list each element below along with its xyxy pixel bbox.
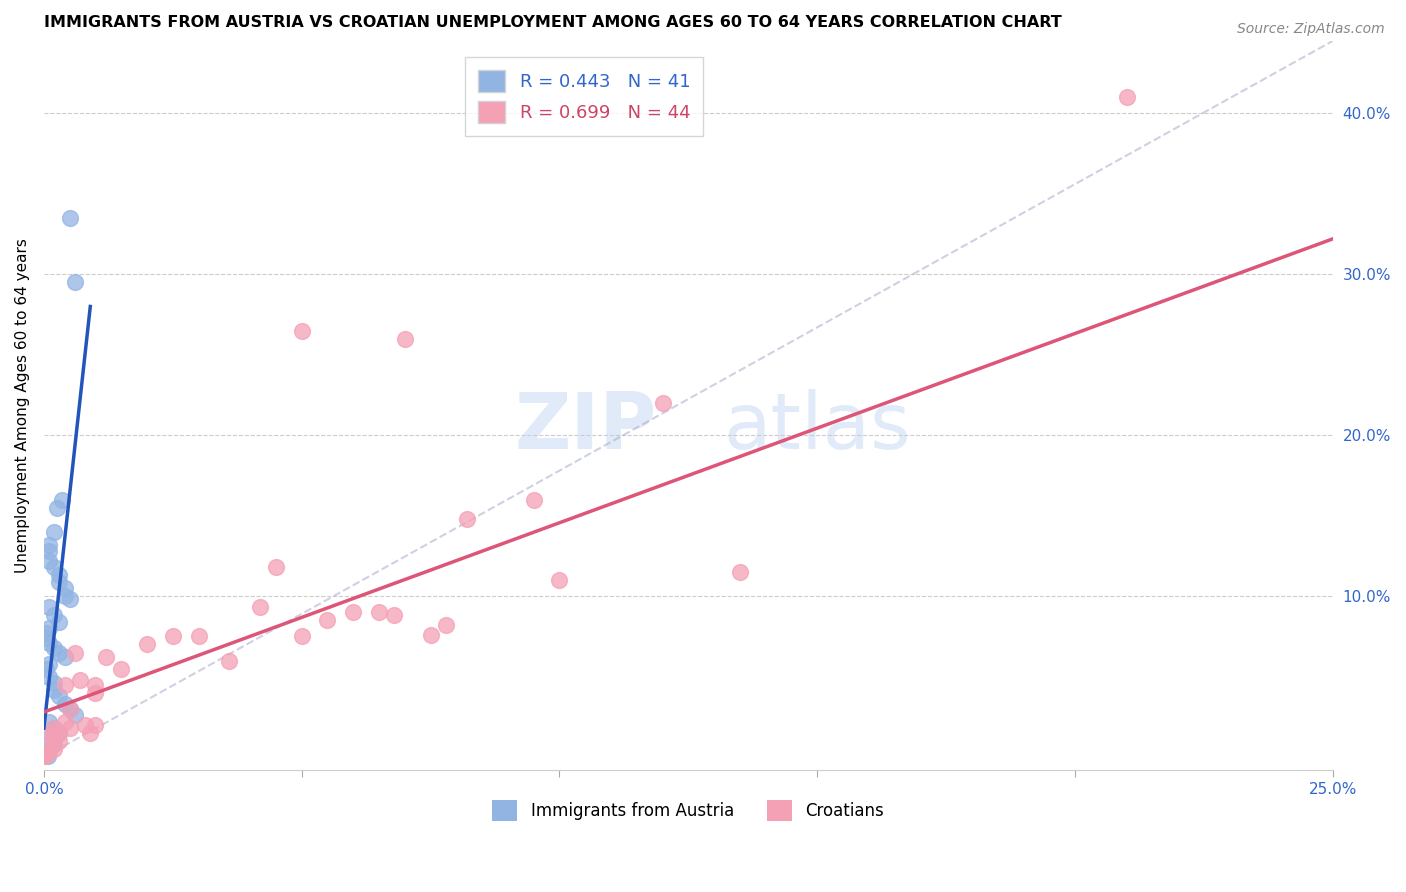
Point <box>291 629 314 643</box>
Point <box>44 560 66 574</box>
Point <box>38 621 60 635</box>
Text: Source: ZipAtlas.com: Source: ZipAtlas.com <box>1237 22 1385 37</box>
Point <box>63 646 86 660</box>
Point <box>75 718 97 732</box>
Point <box>53 678 76 692</box>
Point <box>48 734 70 748</box>
Legend: Immigrants from Austria, Croatians: Immigrants from Austria, Croatians <box>485 794 891 827</box>
Point <box>728 565 751 579</box>
Point <box>38 726 60 740</box>
Point <box>45 500 67 515</box>
Point <box>48 726 70 740</box>
Point <box>38 742 60 756</box>
Point <box>63 708 86 723</box>
Point <box>187 629 209 643</box>
Point <box>84 686 107 700</box>
Point <box>63 275 86 289</box>
Point <box>48 726 70 740</box>
Point <box>456 512 478 526</box>
Point <box>342 605 364 619</box>
Point <box>84 718 107 732</box>
Point <box>38 544 60 558</box>
Point <box>38 554 60 568</box>
Point <box>218 654 240 668</box>
Point <box>38 600 60 615</box>
Point <box>136 637 159 651</box>
Point <box>44 682 66 697</box>
Text: atlas: atlas <box>724 389 911 466</box>
Point <box>38 714 60 729</box>
Point <box>53 714 76 729</box>
Point <box>44 640 66 655</box>
Point <box>651 396 673 410</box>
Point <box>291 324 314 338</box>
Point <box>38 538 60 552</box>
Point <box>51 492 73 507</box>
Point <box>53 650 76 665</box>
Point <box>34 747 56 761</box>
Point <box>368 605 391 619</box>
Point <box>48 689 70 703</box>
Point <box>44 721 66 735</box>
Point <box>34 748 56 763</box>
Point <box>48 574 70 589</box>
Point <box>523 492 546 507</box>
Y-axis label: Unemployment Among Ages 60 to 64 years: Unemployment Among Ages 60 to 64 years <box>15 238 30 573</box>
Point <box>59 702 82 716</box>
Point <box>44 737 66 751</box>
Point <box>59 592 82 607</box>
Point <box>59 211 82 225</box>
Point <box>249 600 271 615</box>
Point <box>35 631 58 645</box>
Point <box>316 613 339 627</box>
Point <box>44 524 66 539</box>
Point <box>84 678 107 692</box>
Point <box>59 721 82 735</box>
Point <box>38 731 60 745</box>
Point <box>53 589 76 603</box>
Point <box>79 726 101 740</box>
Point <box>48 615 70 629</box>
Point <box>35 626 58 640</box>
Point <box>38 670 60 684</box>
Point <box>419 628 441 642</box>
Point <box>44 608 66 623</box>
Point <box>548 573 571 587</box>
Point <box>44 742 66 756</box>
Point <box>53 581 76 595</box>
Point <box>35 747 58 761</box>
Point <box>38 745 60 759</box>
Text: IMMIGRANTS FROM AUSTRIA VS CROATIAN UNEMPLOYMENT AMONG AGES 60 TO 64 YEARS CORRE: IMMIGRANTS FROM AUSTRIA VS CROATIAN UNEM… <box>44 15 1062 30</box>
Point <box>264 560 287 574</box>
Point <box>44 676 66 690</box>
Point <box>59 702 82 716</box>
Point <box>69 673 91 687</box>
Point <box>394 332 416 346</box>
Point <box>110 662 132 676</box>
Text: ZIP: ZIP <box>515 389 657 466</box>
Point <box>44 721 66 735</box>
Point <box>38 657 60 671</box>
Point <box>53 697 76 711</box>
Point <box>434 618 457 632</box>
Point <box>38 742 60 756</box>
Point <box>44 731 66 745</box>
Point <box>48 568 70 582</box>
Point <box>162 629 184 643</box>
Point <box>38 636 60 650</box>
Point <box>94 650 117 665</box>
Point <box>48 646 70 660</box>
Point <box>384 608 406 623</box>
Point <box>35 662 58 676</box>
Point <box>37 748 59 763</box>
Point <box>1115 90 1137 104</box>
